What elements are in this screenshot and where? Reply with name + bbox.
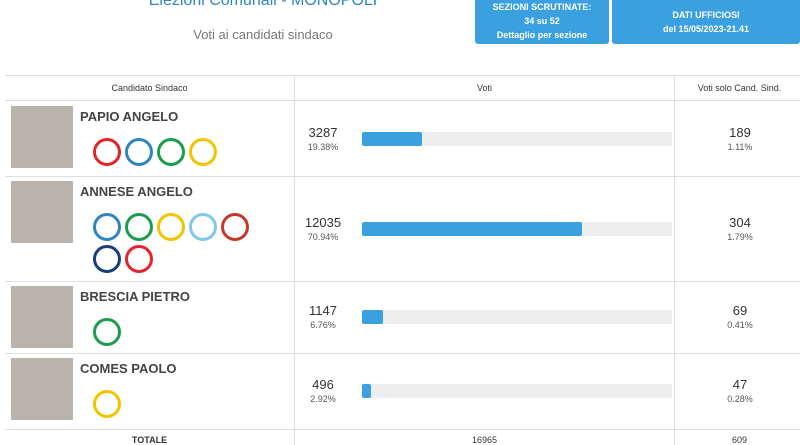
c1 xyxy=(5,101,295,176)
solo-pct: 1.79% xyxy=(727,231,753,242)
bar-track xyxy=(362,384,672,398)
solo-pct: 0.28% xyxy=(727,394,753,404)
column-header: Voti xyxy=(295,76,675,101)
candidate-name: BRESCIA PIETRO xyxy=(80,289,191,304)
bar-track xyxy=(362,131,672,146)
box-line: Dettaglio per sezione xyxy=(496,30,588,40)
row: ANNESE ANGELO 12035 70.94% 304 1.79% xyxy=(5,176,800,282)
votes-pct: 2.92% xyxy=(310,394,336,404)
photo xyxy=(11,286,73,348)
info-box: DATI UFFICIOSI del 15/05/2023-21.41 xyxy=(612,0,800,44)
photo xyxy=(11,181,73,243)
solo-votes: 189 xyxy=(729,124,751,140)
title: Elezioni Comunali - MONOPOLI xyxy=(148,0,378,9)
bar xyxy=(362,221,582,236)
bar xyxy=(362,310,383,324)
bar-track xyxy=(362,310,672,324)
party-logo xyxy=(93,213,121,241)
row: COMES PAOLO 496 2.92% 47 0.28% xyxy=(5,353,800,430)
party-logo xyxy=(93,245,121,273)
party-logo xyxy=(125,138,153,166)
votes-pct: 70.94% xyxy=(307,231,339,242)
votes: 496 xyxy=(312,377,334,392)
party-logo xyxy=(125,213,153,241)
c2 xyxy=(295,101,675,176)
c2 xyxy=(295,281,675,353)
bar xyxy=(362,384,372,398)
box-line: 34 su 52 xyxy=(524,16,560,26)
total-solo: 609 xyxy=(675,429,800,445)
party-logo xyxy=(157,213,185,241)
party-logo xyxy=(157,138,185,166)
party-logo xyxy=(93,390,121,418)
party-logo xyxy=(189,213,217,241)
party-logo xyxy=(125,245,153,273)
c1 xyxy=(5,353,295,429)
bar-track xyxy=(362,221,672,236)
votes-pct: 6.76% xyxy=(310,320,336,330)
subtitle: Voti ai candidati sindaco xyxy=(193,27,333,42)
box-line: SEZIONI SCRUTINATE: xyxy=(492,2,592,12)
solo-votes: 304 xyxy=(729,214,751,230)
votes: 1147 xyxy=(309,303,337,318)
solo-pct: 0.41% xyxy=(727,320,753,330)
c2 xyxy=(295,176,675,281)
box-line: del 15/05/2023-21.41 xyxy=(662,24,750,34)
box-line: DATI UFFICIOSI xyxy=(672,10,740,20)
votes: 3287 xyxy=(308,124,338,140)
candidate-name: COMES PAOLO xyxy=(80,361,177,376)
total-row: TOTALE 16965 609 xyxy=(5,429,800,445)
votes-pct: 19.38% xyxy=(307,141,339,152)
photo xyxy=(11,358,73,420)
table: Candidato Sindaco Voti Voti solo Cand. Sin… xyxy=(5,75,800,445)
solo-pct: 1.11% xyxy=(727,141,753,152)
party-logo xyxy=(189,138,217,166)
total-label: TOTALE xyxy=(5,429,295,445)
candidate-name: ANNESE ANGELO xyxy=(80,184,193,199)
total-votes: 16965 xyxy=(295,429,675,445)
photo xyxy=(11,106,73,168)
party-logo xyxy=(93,318,121,346)
solo-votes: 69 xyxy=(732,303,748,318)
candidate-name: PAPIO ANGELO xyxy=(80,109,179,124)
info-box[interactable]: SEZIONI SCRUTINATE: 34 su 52 Dettaglio per… xyxy=(475,0,609,44)
row: PAPIO ANGELO 3287 19.38% 189 1.11% xyxy=(5,101,800,177)
c2 xyxy=(295,353,675,429)
party-logo xyxy=(221,213,249,241)
votes: 12035 xyxy=(304,214,342,230)
column-header: Voti solo Cand. Sind. xyxy=(675,76,800,101)
column-header: Candidato Sindaco xyxy=(5,76,295,101)
bar xyxy=(362,131,423,146)
c1 xyxy=(5,176,295,281)
c1 xyxy=(5,281,295,353)
solo-votes: 47 xyxy=(732,377,748,392)
party-logo xyxy=(93,138,121,166)
row: BRESCIA PIETRO 1147 6.76% 69 0.41% xyxy=(5,281,800,354)
